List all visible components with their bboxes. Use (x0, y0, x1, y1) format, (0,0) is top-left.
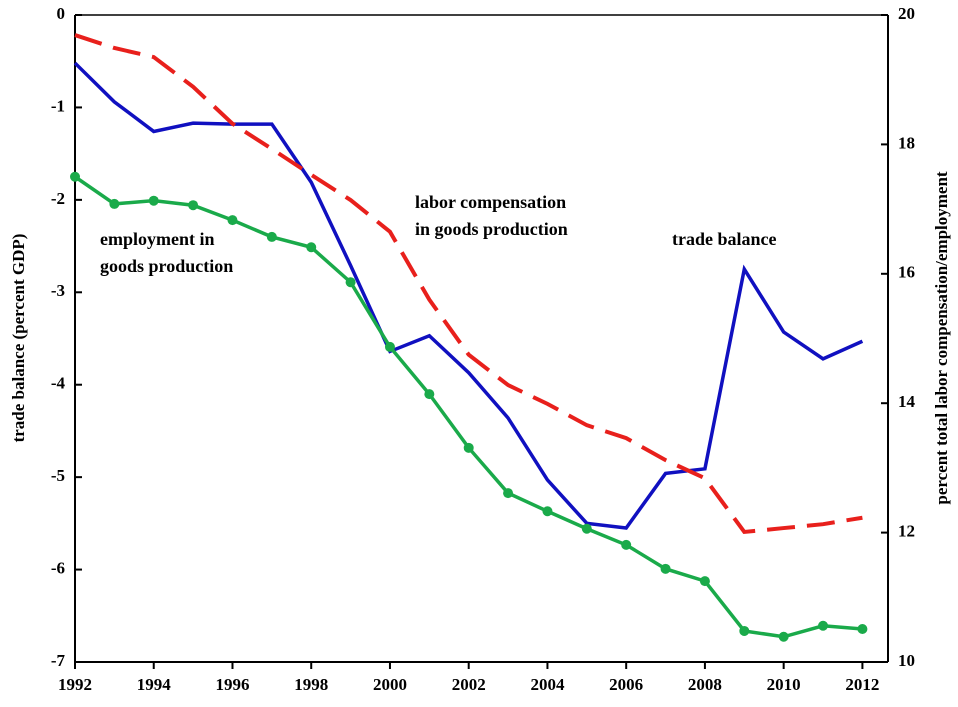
x-tick-label: 1996 (215, 675, 249, 694)
annotation: in goods production (415, 219, 568, 239)
y2-tick-label: 16 (898, 263, 915, 282)
series-marker (621, 539, 632, 550)
series-line (74, 33, 863, 535)
annotation: goods production (100, 256, 233, 276)
y-tick-label: -4 (51, 374, 66, 393)
x-tick-label: 2004 (530, 675, 565, 694)
series-marker (699, 576, 710, 587)
series-marker (70, 171, 80, 182)
y2-tick-label: 20 (898, 4, 915, 23)
y-tick-label: 0 (57, 4, 66, 23)
x-tick-label: 1994 (137, 675, 172, 694)
annotation: employment in (100, 229, 215, 249)
series-marker (818, 620, 829, 631)
series-marker (857, 624, 868, 635)
x-tick-label: 2010 (767, 675, 801, 694)
y-tick-label: -1 (51, 96, 65, 115)
x-tick-label: 2006 (609, 675, 643, 694)
series-marker (148, 195, 159, 206)
series-marker (306, 242, 317, 253)
series-marker (345, 277, 356, 288)
y-axis-title: trade balance (percent GDP) (9, 234, 28, 443)
y-tick-label: -2 (51, 189, 65, 208)
x-tick-label: 2008 (688, 675, 722, 694)
series-marker (463, 442, 474, 453)
y2-tick-label: 18 (898, 133, 915, 152)
x-tick-label: 1992 (58, 675, 92, 694)
y-tick-label: -3 (51, 281, 65, 300)
series-marker (188, 200, 199, 211)
x-tick-label: 1998 (294, 675, 328, 694)
series-marker (227, 215, 238, 226)
series-marker (503, 488, 514, 499)
y-tick-label: -5 (51, 466, 65, 485)
annotation: labor compensation (415, 192, 566, 212)
x-tick-label: 2002 (452, 675, 486, 694)
series-marker (660, 563, 671, 574)
series-line (73, 61, 864, 530)
x-tick-label: 2012 (845, 675, 879, 694)
series-marker (266, 231, 277, 242)
series-marker (581, 523, 592, 534)
y-tick-label: -6 (51, 558, 65, 577)
series-marker (424, 389, 435, 400)
series-marker (542, 506, 553, 517)
y2-tick-label: 12 (898, 522, 915, 541)
y2-axis-title: percent total labor compensation/employm… (932, 171, 951, 505)
series-marker (739, 625, 750, 636)
annotation: trade balance (672, 229, 776, 249)
y-tick-label: -7 (51, 651, 66, 670)
y2-tick-label: 14 (898, 392, 916, 411)
series-marker (109, 198, 120, 209)
y2-tick-label: 10 (898, 651, 915, 670)
series-marker (384, 341, 395, 352)
series-marker (778, 631, 789, 642)
x-tick-label: 2000 (373, 675, 407, 694)
